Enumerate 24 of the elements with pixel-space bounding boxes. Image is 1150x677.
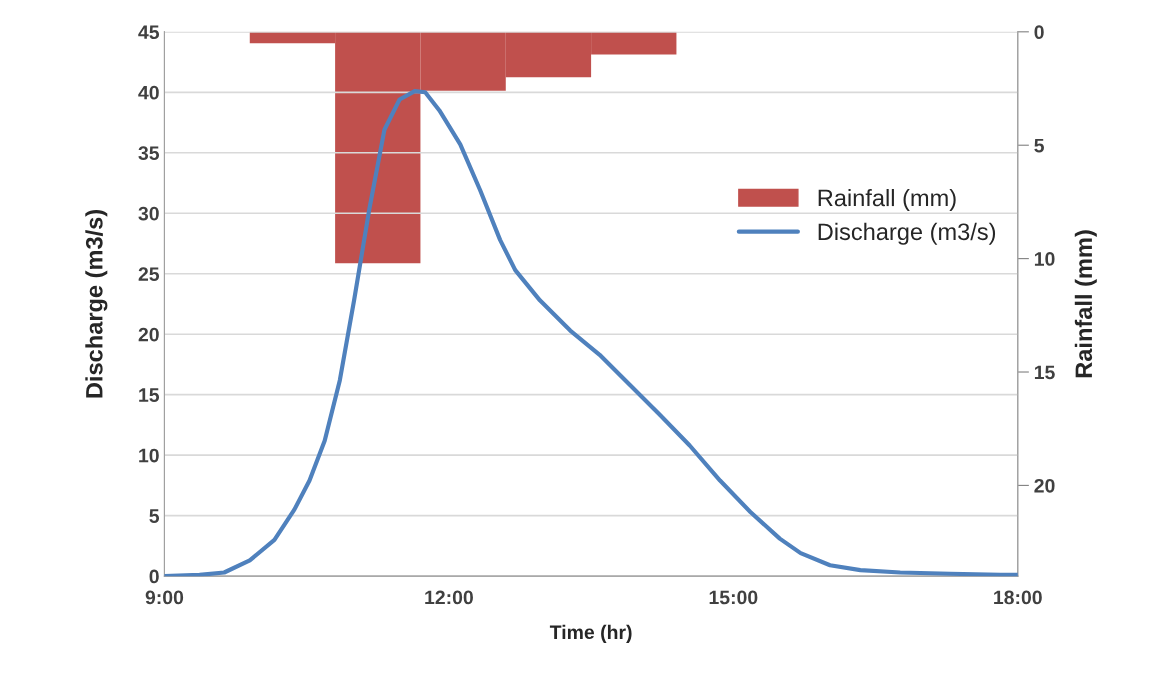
y-tick-label: 15	[139, 388, 160, 402]
legend-label: Discharge (m3/s)	[818, 222, 996, 245]
y-tick-label: 25	[138, 267, 160, 281]
y-tick-label: 40	[138, 85, 159, 100]
y-axis-title: Discharge (m3/s)	[85, 210, 108, 398]
y2-tick-label: 10	[1034, 252, 1055, 266]
y2-axis-title: Rainfall (mm)	[1074, 230, 1097, 378]
y-tick-label: 5	[149, 509, 160, 523]
y2-tick-label: 20	[1034, 478, 1055, 493]
x-tick-label: 9:00	[145, 590, 184, 605]
y2-tick-label: 15	[1034, 365, 1055, 380]
y-tick-label: 20	[138, 327, 159, 342]
x-axis-title: Time (hr)	[549, 624, 632, 643]
x-tick-label: 12:00	[425, 590, 473, 605]
y2-tick-label: 0	[1034, 25, 1044, 40]
y-tick-label: 0	[149, 569, 159, 584]
x-tick-label: 18:00	[994, 590, 1042, 605]
x-tick-label: 15:00	[709, 590, 758, 605]
y-tick-label: 30	[138, 206, 159, 221]
y-tick-label: 45	[138, 25, 160, 40]
y2-tick-label: 5	[1034, 138, 1044, 153]
y-tick-label: 35	[138, 146, 160, 161]
legend-label: Rainfall (mm)	[818, 188, 956, 211]
y-tick-label: 10	[139, 448, 159, 463]
